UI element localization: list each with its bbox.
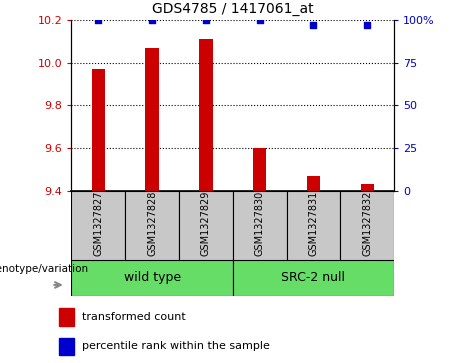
Text: genotype/variation: genotype/variation (0, 264, 89, 274)
Bar (307, 176, 320, 191)
Title: GDS4785 / 1417061_at: GDS4785 / 1417061_at (152, 2, 313, 16)
Text: GSM1327831: GSM1327831 (308, 191, 319, 256)
Point (148, 17, 156, 23)
Point (256, 17, 263, 23)
Text: GSM1327830: GSM1327830 (254, 191, 265, 256)
Bar (71, 191, 125, 260)
Bar (179, 191, 233, 260)
Bar (59, 308, 74, 326)
Bar (145, 48, 159, 191)
Bar (92, 69, 105, 191)
Point (364, 22, 371, 28)
Point (310, 22, 317, 28)
Bar (253, 148, 266, 191)
Bar (287, 191, 340, 260)
Text: GSM1327829: GSM1327829 (201, 191, 211, 256)
Text: GSM1327828: GSM1327828 (147, 191, 157, 256)
Text: transformed count: transformed count (82, 312, 185, 322)
Text: GSM1327832: GSM1327832 (362, 191, 372, 256)
Point (202, 17, 210, 23)
Bar (233, 191, 287, 260)
Bar (199, 39, 213, 191)
Bar (71, 260, 233, 296)
Point (95, 17, 102, 23)
Bar (125, 191, 179, 260)
Bar (361, 184, 374, 191)
Bar (340, 191, 394, 260)
Text: GSM1327827: GSM1327827 (93, 191, 103, 256)
Bar (59, 338, 74, 355)
Text: wild type: wild type (124, 271, 181, 284)
Text: percentile rank within the sample: percentile rank within the sample (82, 342, 270, 351)
Text: SRC-2 null: SRC-2 null (282, 271, 345, 284)
Bar (233, 260, 394, 296)
